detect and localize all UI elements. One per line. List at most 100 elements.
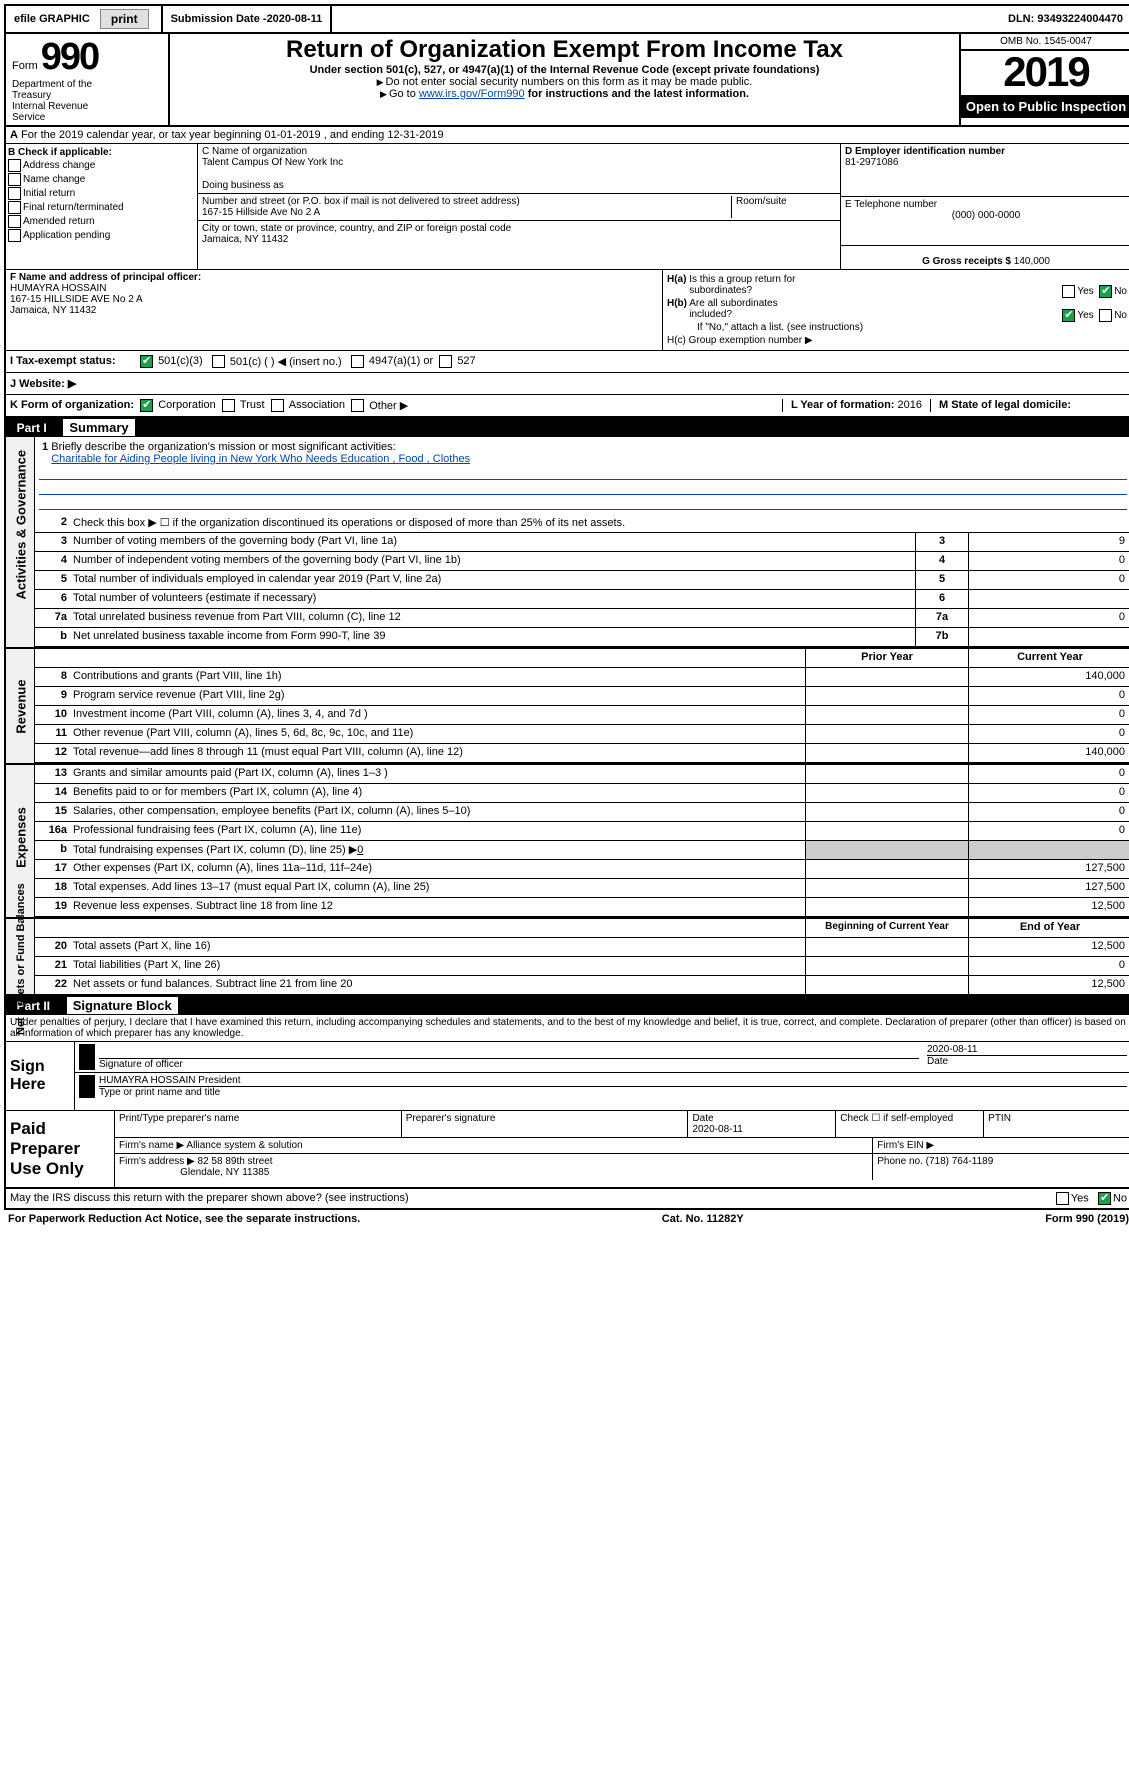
open-public-badge: Open to Public Inspection (961, 95, 1129, 118)
efile-label: efile GRAPHIC print (6, 6, 163, 32)
part1-header: Part I Summary (4, 418, 1129, 437)
h-a-line: H(a) Is this a group return for subordin… (667, 274, 1127, 296)
part2-header: Part II Signature Block (4, 996, 1129, 1015)
chk-initial-return[interactable]: Initial return (8, 187, 193, 200)
chk-final-return[interactable]: Final return/terminated (8, 201, 193, 214)
k-other-chk[interactable] (351, 399, 364, 412)
line-22-py (805, 976, 968, 994)
ha-no-chk[interactable] (1099, 285, 1112, 298)
part1-label: Part I (17, 421, 47, 435)
ssn-note: Do not enter social security numbers on … (176, 76, 953, 88)
return-title: Return of Organization Exempt From Incom… (176, 36, 953, 64)
527-chk[interactable] (439, 355, 452, 368)
addr-label: Number and street (or P.O. box if mail i… (202, 196, 731, 207)
ha-yes-chk[interactable] (1062, 285, 1075, 298)
line-17-py (805, 860, 968, 878)
line-21-cy: 0 (968, 957, 1129, 975)
box-d-e-g: D Employer identification number 81-2971… (841, 144, 1129, 269)
i-label: I Tax-exempt status: (10, 355, 140, 368)
phone-cell: E Telephone number (000) 000-0000 (841, 197, 1129, 246)
org-name-label: C Name of organization (202, 146, 836, 157)
k-assoc-chk[interactable] (271, 399, 284, 412)
irs-link[interactable]: www.irs.gov/Form990 (419, 88, 525, 100)
line-13-label: Grants and similar amounts paid (Part IX… (71, 765, 805, 783)
sig-date-label: Date (927, 1056, 948, 1067)
cat-no: Cat. No. 11282Y (662, 1213, 744, 1225)
current-year-header: Current Year (968, 649, 1129, 667)
k-trust-chk[interactable] (222, 399, 235, 412)
line-15-cy: 0 (968, 803, 1129, 821)
hb-yes-chk[interactable] (1062, 309, 1075, 322)
501c3-chk[interactable] (140, 355, 153, 368)
sign-here-row: Sign Here Signature of officer 2020-08-1… (6, 1042, 1129, 1110)
prior-year-header: Prior Year (805, 649, 968, 667)
line-19-label: Revenue less expenses. Subtract line 18 … (71, 898, 805, 916)
paperwork-notice: For Paperwork Reduction Act Notice, see … (8, 1213, 360, 1225)
dba-label: Doing business as (202, 180, 836, 191)
gross-amount: 140,000 (1014, 256, 1050, 267)
f-h-row: F Name and address of principal officer:… (6, 270, 1129, 351)
4947-chk[interactable] (351, 355, 364, 368)
sig-name-label: Type or print name and title (99, 1087, 220, 1098)
form-prefix: Form (12, 60, 38, 72)
chk-app-pending[interactable]: Application pending (8, 229, 193, 242)
hb-note: If "No," attach a list. (see instruction… (667, 322, 1127, 333)
top-toolbar: efile GRAPHIC print Submission Date - 20… (4, 4, 1129, 34)
irs-yes-chk[interactable] (1056, 1192, 1069, 1205)
org-name: Talent Campus Of New York Inc (202, 157, 836, 168)
phone-label: E Telephone number (845, 199, 1127, 210)
line-14-label: Benefits paid to or for members (Part IX… (71, 784, 805, 802)
part1-title: Summary (63, 419, 134, 436)
k-label: K Form of organization: (10, 399, 134, 412)
form-header: Form 990 Department of theTreasuryIntern… (4, 34, 1129, 127)
box-b: B Check if applicable: Address change Na… (6, 144, 198, 269)
print-button[interactable]: print (100, 9, 149, 29)
hc-line: H(c) Group exemption number ▶ (667, 335, 1127, 346)
line-20-cy: 12,500 (968, 938, 1129, 956)
line-9-py (805, 687, 968, 705)
sig-date: 2020-08-11 (927, 1044, 1127, 1056)
line-12-cy: 140,000 (968, 744, 1129, 762)
line-9-label: Program service revenue (Part VIII, line… (71, 687, 805, 705)
line-5-val: 0 (968, 571, 1129, 589)
dept-label: Department of theTreasuryInternal Revenu… (12, 79, 92, 123)
submission-label: Submission Date - (171, 13, 267, 25)
line-15-label: Salaries, other compensation, employee b… (71, 803, 805, 821)
line-7b-val (968, 628, 1129, 646)
chk-address-change[interactable]: Address change (8, 159, 193, 172)
line-3-label: Number of voting members of the governin… (71, 533, 915, 551)
sig-arrow-icon-2 (79, 1075, 95, 1098)
form-number: 990 (41, 36, 98, 78)
address-cell: Number and street (or P.O. box if mail i… (198, 194, 840, 221)
tax-year: 2019 (961, 51, 1129, 93)
gross-label: G Gross receipts $ (922, 256, 1011, 267)
mission-text: Charitable for Aiding People living in N… (51, 453, 470, 465)
officer-addr1: 167-15 HILLSIDE AVE No 2 A (10, 294, 143, 305)
firm-phone-cell: Phone no. (718) 764-1189 (873, 1154, 1129, 1180)
prep-self-emp: Check ☐ if self-employed (836, 1111, 984, 1137)
line-16b-cy (968, 841, 1129, 859)
line-17-cy: 127,500 (968, 860, 1129, 878)
line-10-label: Investment income (Part VIII, column (A)… (71, 706, 805, 724)
prep-ptin-header: PTIN (984, 1111, 1129, 1137)
chk-name-change[interactable]: Name change (8, 173, 193, 186)
hb-no-chk[interactable] (1099, 309, 1112, 322)
line-8-py (805, 668, 968, 686)
subtitle: Under section 501(c), 527, or 4947(a)(1)… (176, 64, 953, 76)
501c-chk[interactable] (212, 355, 225, 368)
k-corp-chk[interactable] (140, 399, 153, 412)
line-16a-label: Professional fundraising fees (Part IX, … (71, 822, 805, 840)
box-c: C Name of organization Talent Campus Of … (198, 144, 841, 269)
goto-note: Go to www.irs.gov/Form990 for instructio… (176, 88, 953, 100)
irs-no-chk[interactable] (1098, 1192, 1111, 1205)
year-cell: OMB No. 1545-0047 2019 Open to Public In… (959, 34, 1129, 125)
summary-block: Activities & Governance 1 Briefly descri… (4, 437, 1129, 996)
line-12-py (805, 744, 968, 762)
part2-title: Signature Block (67, 997, 178, 1014)
line-15-py (805, 803, 968, 821)
sig-arrow-icon (79, 1044, 95, 1070)
line-5-label: Total number of individuals employed in … (71, 571, 915, 589)
paid-preparer-block: Paid Preparer Use Only Print/Type prepar… (6, 1110, 1129, 1187)
chk-amended[interactable]: Amended return (8, 215, 193, 228)
line-18-label: Total expenses. Add lines 13–17 (must eq… (71, 879, 805, 897)
